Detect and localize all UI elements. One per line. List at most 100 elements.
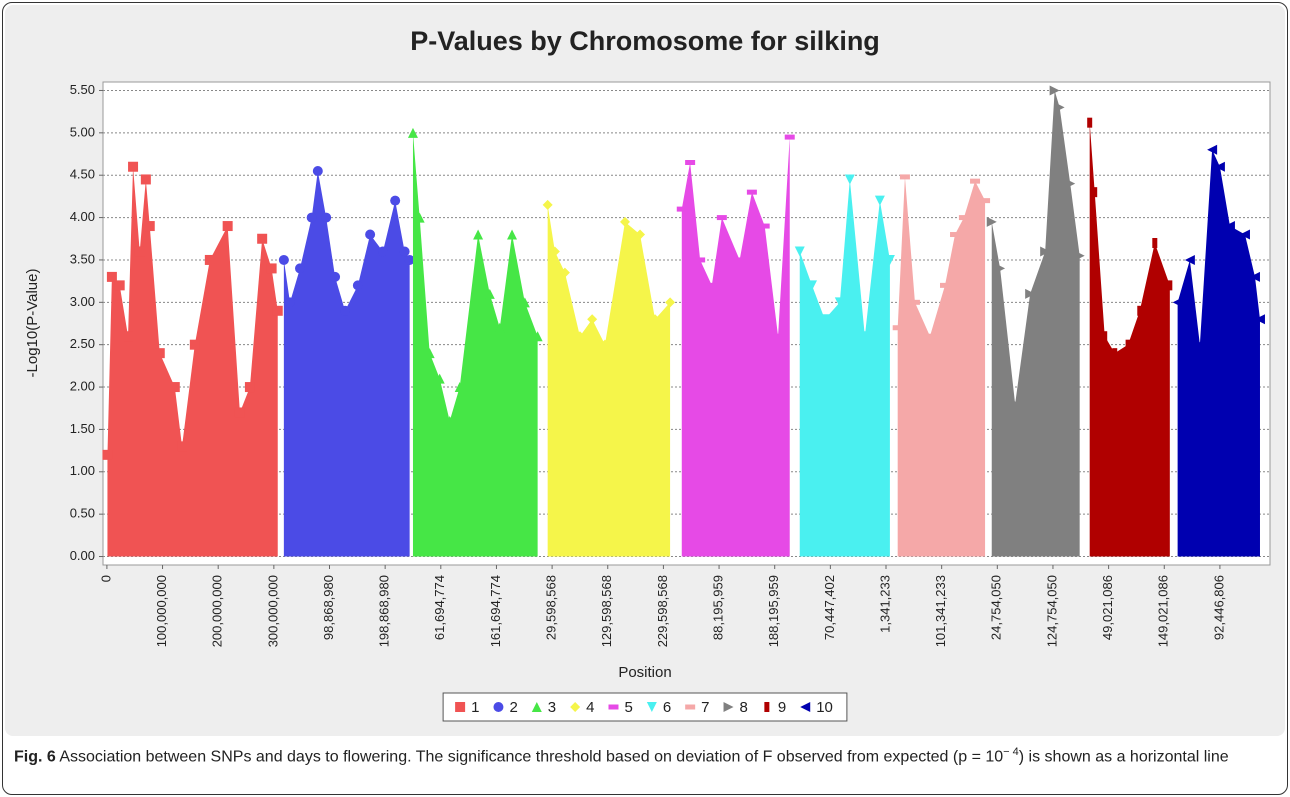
x-tick-label: 0	[98, 575, 113, 582]
x-tick-label: 200,000,000	[210, 575, 225, 647]
point	[444, 415, 455, 426]
point	[222, 221, 233, 232]
point	[1224, 221, 1235, 232]
point	[909, 299, 920, 305]
point	[404, 254, 415, 265]
legend-label: 6	[663, 699, 671, 716]
x-tick-label: 198,868,980	[377, 575, 392, 647]
legend-marker	[570, 702, 581, 712]
point	[144, 221, 155, 232]
point	[574, 331, 585, 342]
point	[377, 246, 388, 257]
x-tick-label: 124,754,050	[1044, 575, 1059, 647]
point	[414, 212, 425, 223]
point	[128, 161, 139, 172]
point	[189, 339, 200, 350]
series-area	[107, 166, 278, 557]
point	[484, 288, 495, 299]
point	[695, 257, 706, 263]
point	[365, 229, 376, 240]
point	[958, 215, 969, 221]
point	[1184, 254, 1195, 265]
x-tick-label: 70,447,402	[822, 575, 837, 640]
point	[939, 282, 950, 288]
series-area	[681, 137, 790, 557]
chart: P-Values by Chromosome for silking Posit…	[5, 5, 1285, 736]
y-tick-label: 1.50	[70, 421, 95, 436]
x-tick-label: 24,754,050	[989, 575, 1004, 640]
point	[1010, 399, 1021, 409]
point	[635, 229, 646, 240]
point	[257, 233, 268, 244]
point	[784, 134, 795, 140]
legend-marker	[531, 702, 542, 712]
point	[1065, 178, 1076, 189]
legend-marker	[646, 702, 657, 712]
y-tick-label: 5.50	[70, 82, 95, 97]
legend-label: 7	[701, 699, 709, 716]
x-tick-label: 149,021,086	[1156, 575, 1171, 647]
point	[1194, 339, 1205, 350]
point	[154, 348, 165, 359]
point	[716, 215, 727, 221]
series	[278, 165, 415, 557]
point	[284, 297, 295, 308]
point	[685, 160, 696, 165]
point	[312, 165, 323, 176]
point	[340, 305, 351, 316]
x-tick-label: 1,341,233	[877, 575, 892, 633]
y-tick-label: 3.00	[70, 294, 95, 309]
point	[352, 280, 363, 291]
caption-superscript: − 4	[1003, 746, 1019, 758]
point	[407, 127, 418, 138]
caption-label: Fig. 6	[14, 748, 56, 766]
point	[204, 254, 215, 265]
point	[114, 280, 125, 291]
legend-label: 2	[509, 699, 517, 716]
caption: Fig. 6 Association between SNPs and days…	[14, 740, 1276, 769]
point	[134, 246, 145, 257]
point	[266, 263, 277, 274]
y-tick-label: 1.00	[70, 463, 95, 478]
point	[746, 189, 757, 195]
point	[424, 348, 435, 359]
series-area	[799, 179, 890, 557]
series-area	[283, 170, 410, 557]
point	[980, 198, 991, 204]
point	[892, 325, 903, 331]
legend-marker	[764, 702, 770, 712]
point	[950, 232, 961, 238]
point	[169, 382, 180, 393]
series	[676, 134, 795, 557]
point	[330, 271, 341, 282]
legend-box	[442, 692, 848, 722]
point	[295, 263, 306, 274]
series	[1172, 144, 1265, 557]
point	[507, 229, 518, 240]
point	[834, 297, 845, 308]
point	[549, 246, 560, 257]
series-area	[412, 132, 538, 557]
point	[1102, 331, 1108, 342]
series-area	[547, 204, 671, 557]
x-tick-label: 188,195,959	[766, 575, 781, 647]
point	[676, 206, 687, 212]
point	[542, 199, 553, 210]
legend-label: 1	[471, 699, 479, 716]
point	[106, 271, 117, 282]
legend-marker	[685, 704, 696, 710]
point	[272, 305, 283, 316]
y-tick-label: 2.00	[70, 378, 95, 393]
point	[1125, 339, 1131, 350]
point	[532, 331, 543, 342]
point	[519, 297, 530, 308]
legend-label: 5	[624, 699, 632, 716]
series	[892, 174, 991, 557]
point	[321, 212, 332, 223]
point	[306, 212, 317, 223]
point	[986, 216, 997, 227]
point	[123, 331, 134, 342]
point	[454, 382, 465, 393]
x-tick-label: 49,021,086	[1100, 575, 1115, 640]
caption-text-after: ) is shown as a horizontal line	[1018, 748, 1229, 766]
